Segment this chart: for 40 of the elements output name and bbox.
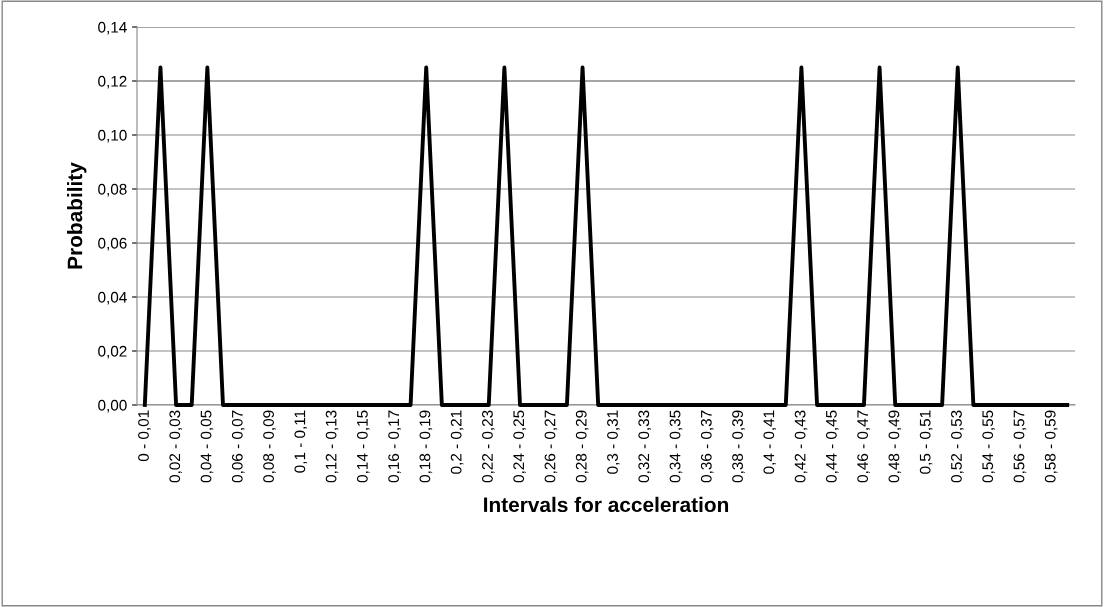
x-tick-label: 0,06 - 0,07 <box>231 410 245 483</box>
x-tick-label: 0,02 - 0,03 <box>169 410 182 483</box>
x-tick-label: 0,12 - 0,13 <box>325 410 339 483</box>
x-tick-label: 0,5 - 0,51 <box>919 410 933 474</box>
x-tick-label: 0,26 - 0,27 <box>544 410 558 483</box>
y-tick-label: 0,08 <box>98 183 127 197</box>
x-tick-label: 0,04 - 0,05 <box>200 410 214 483</box>
x-tick-label: 0,48 - 0,49 <box>888 410 902 483</box>
y-tick-label: 0,06 <box>98 237 127 251</box>
x-tick-label: 0,46 - 0,47 <box>857 410 870 483</box>
x-tick-label: 0,54 - 0,55 <box>982 410 995 483</box>
y-tick-label: 0,04 <box>98 291 127 305</box>
y-tick-label: 0,12 <box>98 75 127 89</box>
x-tick-label: 0,56 - 0,57 <box>1013 410 1027 483</box>
x-tick-label: 0,36 - 0,37 <box>700 410 714 483</box>
x-tick-label: 0,52 - 0,53 <box>951 410 964 483</box>
x-tick-label: 0,22 - 0,23 <box>482 410 495 483</box>
x-tick-label: 0,44 - 0,45 <box>825 410 839 483</box>
x-tick-label: 0 - 0,01 <box>138 410 151 462</box>
x-tick-label: 0,2 - 0,21 <box>450 410 464 474</box>
x-tick-label: 0,18 - 0,19 <box>419 410 433 483</box>
x-tick-label: 0,4 - 0,41 <box>763 410 777 474</box>
y-axis-title: Probability <box>67 162 87 269</box>
x-tick-label: 0,42 - 0,43 <box>794 410 808 483</box>
y-tick-label: 0,02 <box>98 345 127 359</box>
x-tick-label: 0,34 - 0,35 <box>669 410 683 483</box>
x-tick-label: 0,08 - 0,09 <box>263 410 276 483</box>
x-tick-label: 0,1 - 0,11 <box>294 410 308 473</box>
x-tick-label: 0,3 - 0,31 <box>607 410 620 474</box>
x-axis-title: Intervals for acceleration <box>484 496 729 513</box>
y-tick-label: 0,10 <box>98 129 127 143</box>
x-tick-label: 0,28 - 0,29 <box>575 410 589 483</box>
x-tick-label: 0,24 - 0,25 <box>513 410 526 483</box>
x-tick-label: 0,14 - 0,15 <box>356 410 370 483</box>
y-tick-label: 0,14 <box>98 21 127 35</box>
x-tick-label: 0,38 - 0,39 <box>732 410 745 483</box>
x-tick-label: 0,58 - 0,59 <box>1044 410 1058 483</box>
y-tick-label: 0,00 <box>98 399 127 413</box>
x-tick-label: 0,32 - 0,33 <box>638 410 651 483</box>
x-tick-label: 0,16 - 0,17 <box>388 410 401 483</box>
